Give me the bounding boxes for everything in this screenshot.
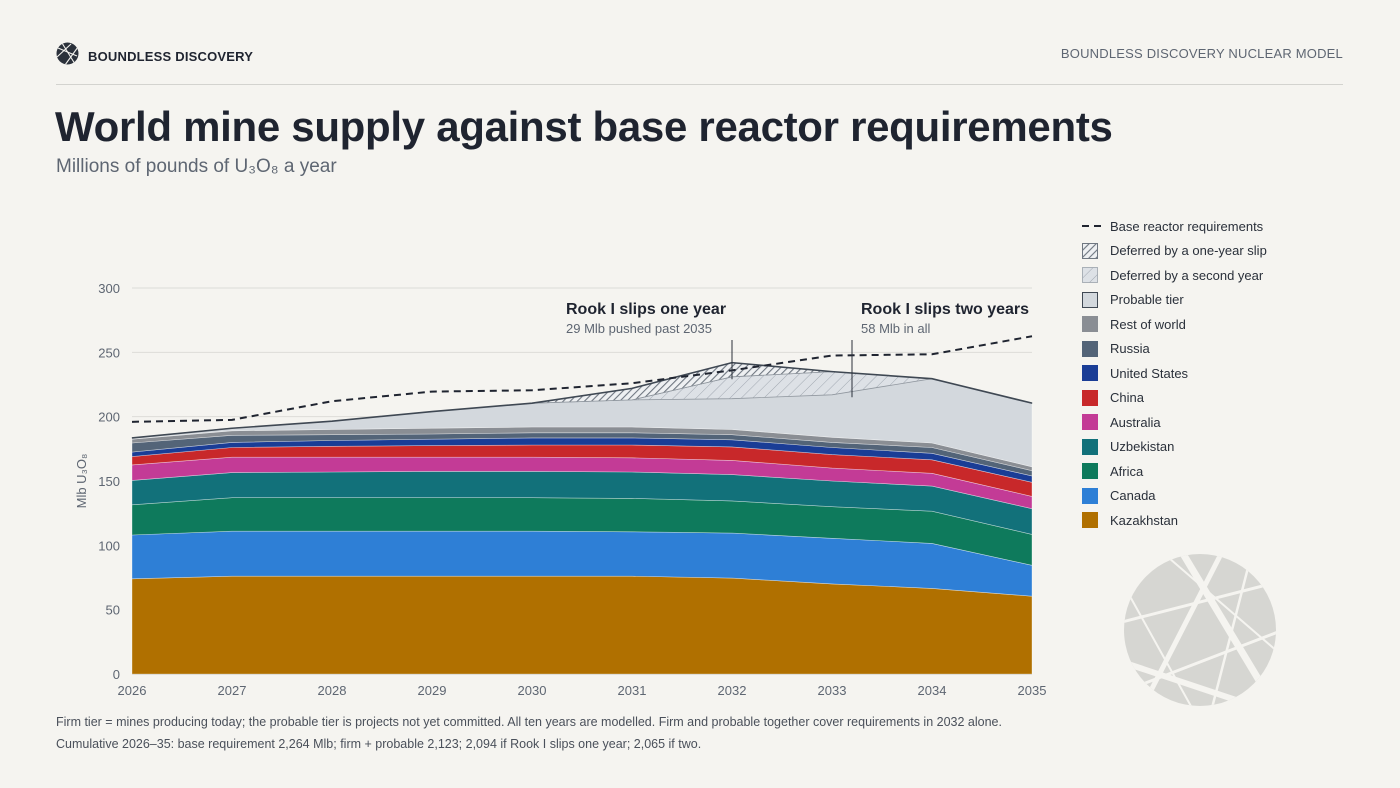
header-divider: [56, 84, 1343, 85]
globe-lines-icon: [56, 42, 79, 70]
x-tick-label: 2026: [118, 683, 147, 698]
legend-swatch: [1082, 242, 1098, 259]
x-tick-label: 2034: [918, 683, 947, 698]
legend-swatch: [1082, 218, 1106, 234]
legend-swatch: [1082, 487, 1098, 504]
x-tick-label: 2031: [618, 683, 647, 698]
legend-label: Uzbekistan: [1110, 439, 1175, 455]
x-tick-label: 2033: [818, 683, 847, 698]
legend-label: Base reactor requirements: [1110, 218, 1264, 234]
y-tick-label: 0: [113, 667, 120, 682]
legend-swatch: [1082, 267, 1098, 284]
legend-label: Deferred by a one-year slip: [1110, 243, 1267, 259]
legend-swatch: [1082, 340, 1098, 357]
y-axis-label: Mlb U₃O₈: [74, 454, 89, 509]
page-title: World mine supply against base reactor r…: [55, 103, 1113, 150]
legend-label: Deferred by a second year: [1110, 267, 1264, 283]
requirement-line: [131, 335, 1033, 423]
model-name: BOUNDLESS DISCOVERY NUCLEAR MODEL: [1060, 46, 1343, 61]
annotation-title: Rook I slips one year: [566, 301, 726, 318]
x-tick-label: 2035: [1018, 683, 1047, 698]
legend-swatch: [1082, 512, 1098, 529]
legend-item-rest-of-world: Rest of world: [1082, 312, 1382, 337]
x-tick-label: 2028: [318, 683, 347, 698]
annotation-text: 29 Mlb pushed past 2035: [566, 321, 712, 336]
legend-item-russia: Russia: [1082, 337, 1382, 362]
legend-label: Russia: [1110, 341, 1150, 357]
y-tick-label: 150: [98, 474, 120, 489]
legend-swatch: [1082, 438, 1098, 455]
legend-label: Africa: [1110, 463, 1144, 479]
legend-item-africa: Africa: [1082, 459, 1382, 484]
annotation-title: Rook I slips two years: [861, 301, 1029, 318]
legend-item-probable-tier: Probable tier: [1082, 288, 1382, 313]
legend-swatch: [1082, 316, 1098, 333]
legend-item-kazakhstan: Kazakhstan: [1082, 508, 1382, 533]
x-tick-label: 2027: [218, 683, 247, 698]
legend-label: United States: [1110, 365, 1189, 381]
legend-swatch: [1082, 414, 1098, 431]
legend-item-uzbekistan: Uzbekistan: [1082, 435, 1382, 460]
stacked-area-chart: 0 50 100 150 200 250 300 2026 2027 2028 2029 2030 20…: [74, 281, 1047, 698]
legend-item-canada: Canada: [1082, 484, 1382, 509]
legend-label: Probable tier: [1110, 292, 1184, 308]
footnote-line-2: Cumulative 2026–35: base requirement 2,2…: [56, 737, 702, 751]
legend-label: Kazakhstan: [1110, 512, 1178, 528]
x-tick-label: 2029: [418, 683, 447, 698]
chart-legend: Base reactor requirements Deferred by a o…: [1082, 214, 1382, 533]
x-tick-label: 2032: [718, 683, 747, 698]
y-tick-label: 200: [98, 410, 120, 425]
area-kazakhstan: [131, 575, 1033, 675]
legend-item-united-states: United States: [1082, 361, 1382, 386]
x-tick-label: 2030: [518, 683, 547, 698]
brand-name: BOUNDLESS DISCOVERY: [88, 48, 254, 64]
legend-label: China: [1110, 390, 1144, 406]
y-tick-label: 250: [98, 345, 120, 360]
legend-item-deferred-by-a-second-year: Deferred by a second year: [1082, 263, 1382, 288]
footnote-line-1: Firm tier = mines producing today; the p…: [56, 715, 1002, 729]
brand: BOUNDLESS DISCOVERY: [56, 42, 253, 70]
legend-swatch: [1082, 365, 1098, 382]
legend-label: Canada: [1110, 488, 1156, 504]
supply-outline: [131, 361, 1033, 439]
page-subtitle: Millions of pounds of U₃O₈ a year: [56, 156, 337, 177]
legend-swatch: [1082, 389, 1098, 406]
y-tick-label: 100: [98, 538, 120, 553]
legend-item-deferred-by-a-one-year-slip: Deferred by a one-year slip: [1082, 239, 1382, 264]
legend-label: Rest of world: [1110, 316, 1186, 332]
legend-label: Australia: [1110, 414, 1161, 430]
legend-swatch: [1082, 463, 1098, 480]
legend-swatch: [1082, 291, 1098, 308]
y-tick-label: 300: [98, 281, 120, 296]
annotation-text: 58 Mlb in all: [861, 321, 930, 336]
legend-item-base-reactor-requirements: Base reactor requirements: [1082, 214, 1382, 239]
footnote: Firm tier = mines producing today; the p…: [56, 711, 1002, 755]
legend-item-china: China: [1082, 386, 1382, 411]
legend-item-australia: Australia: [1082, 410, 1382, 435]
y-tick-label: 50: [106, 603, 120, 618]
globe-lines-watermark-icon: [1122, 552, 1278, 713]
